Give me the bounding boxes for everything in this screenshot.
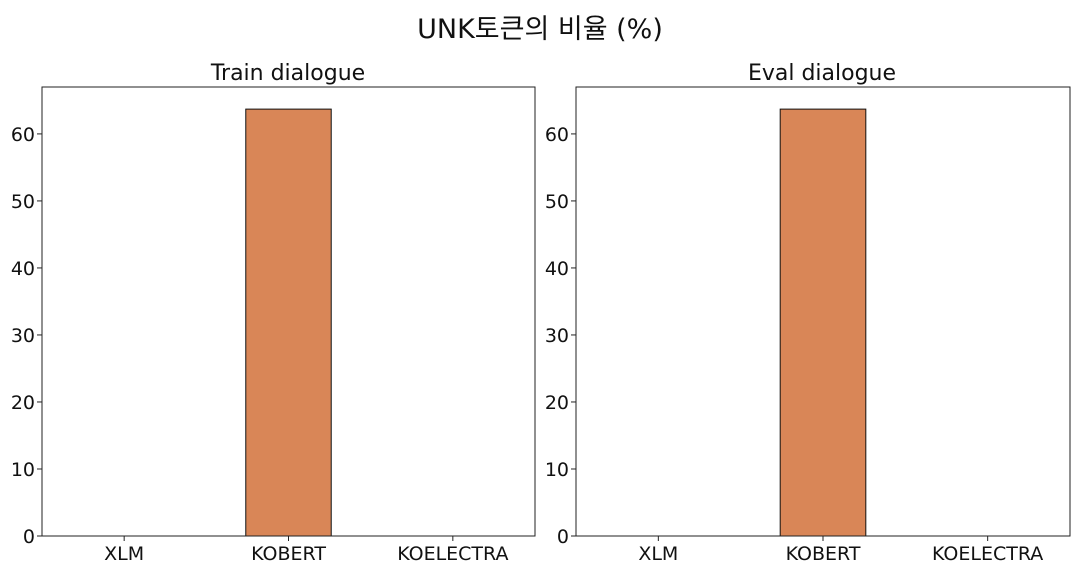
panel-title: Train dialogue [210,61,365,86]
x-axis: XLM KOBERT KOELECTRA [104,536,508,565]
x-tick-label: KOELECTRA [932,543,1043,565]
y-tick-label: 10 [11,459,35,481]
x-axis: XLM KOBERT KOELECTRA [638,536,1043,565]
y-tick-label: 40 [11,258,35,280]
x-tick-label: KOELECTRA [397,543,508,565]
x-tick-label: KOBERT [786,543,861,565]
y-tick-label: 40 [545,258,569,280]
y-tick-label: 50 [545,191,569,213]
eval-dialogue-panel: Eval dialogue 0 10 20 30 40 50 60 XLM KOBERT KOE… [545,61,1071,565]
y-tick-label: 20 [11,392,35,414]
x-tick-label: XLM [638,543,678,565]
bar-kobert [779,108,867,537]
y-tick-label: 50 [11,191,35,213]
y-tick-label: 0 [23,526,35,548]
y-axis: 0 10 20 30 40 50 60 [545,124,576,548]
x-tick-label: KOBERT [251,543,326,565]
panel-title: Eval dialogue [748,61,896,86]
bar-kobert [245,108,332,537]
bar-marks [779,108,867,537]
y-tick-label: 10 [545,459,569,481]
x-tick-label: XLM [104,543,144,565]
train-dialogue-panel: Train dialogue 0 10 20 30 40 50 60 XLM KOBERT KO… [11,61,536,565]
y-axis: 0 10 20 30 40 50 60 [11,124,42,548]
y-tick-label: 0 [557,526,569,548]
y-tick-label: 20 [545,392,569,414]
y-tick-label: 30 [545,325,569,347]
y-tick-label: 60 [11,124,35,146]
y-tick-label: 30 [11,325,35,347]
bar-marks [245,108,332,537]
y-tick-label: 60 [545,124,569,146]
figure-title: UNK토큰의 비율 (%) [417,14,663,45]
